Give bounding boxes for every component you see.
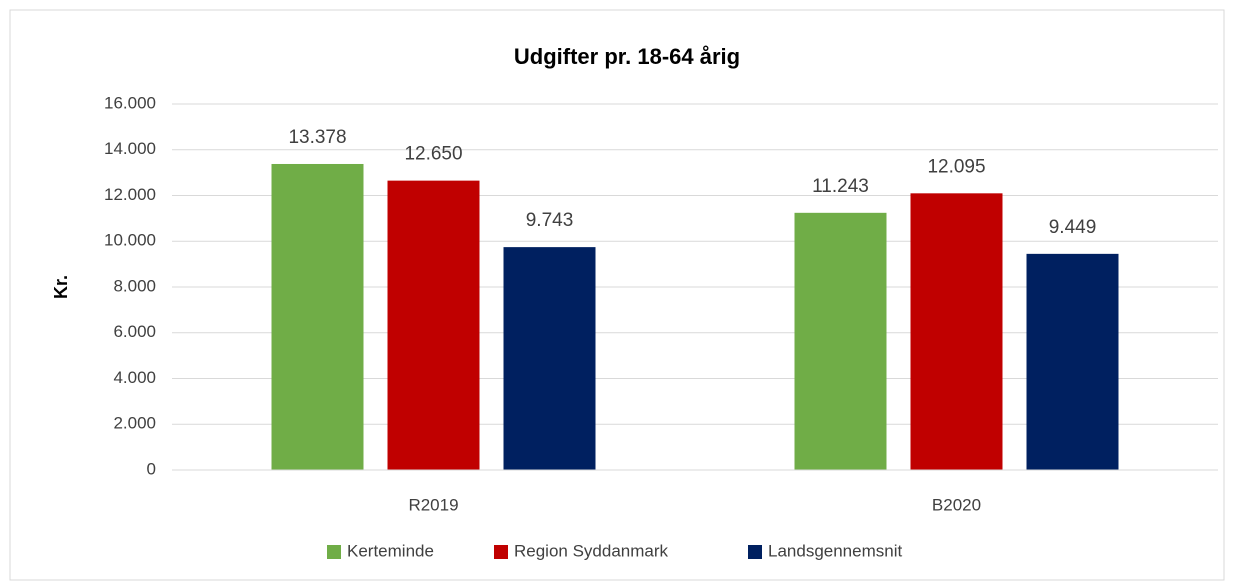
y-tick-label: 4.000 — [113, 368, 156, 387]
chart-title: Udgifter pr. 18-64 årig — [514, 44, 740, 69]
legend-label: Kerteminde — [347, 541, 434, 560]
legend-swatch — [494, 545, 508, 559]
bar — [794, 212, 887, 470]
data-label: 12.650 — [404, 144, 462, 165]
data-label: 12.095 — [927, 156, 985, 177]
y-tick-label: 16.000 — [104, 93, 156, 112]
x-tick-label: R2019 — [408, 495, 458, 514]
legend-swatch — [748, 545, 762, 559]
data-label: 9.449 — [1049, 217, 1097, 238]
y-tick-label: 0 — [147, 459, 156, 478]
y-tick-label: 6.000 — [113, 322, 156, 341]
bar — [387, 180, 480, 470]
bar — [910, 193, 1003, 470]
y-tick-label: 12.000 — [104, 185, 156, 204]
legend-swatch — [327, 545, 341, 559]
legend-label: Landsgennemsnit — [768, 541, 902, 560]
bar — [1026, 253, 1119, 470]
y-tick-label: 2.000 — [113, 414, 156, 433]
y-tick-label: 10.000 — [104, 231, 156, 250]
y-axis-label: Kr. — [51, 275, 71, 299]
data-label: 9.743 — [526, 210, 574, 231]
legend-label: Region Syddanmark — [514, 541, 669, 560]
chart-border — [9, 9, 1225, 581]
x-tick-label: B2020 — [932, 495, 981, 514]
y-tick-label: 14.000 — [104, 139, 156, 158]
bar — [503, 247, 596, 470]
data-label: 11.243 — [812, 176, 869, 197]
y-tick-label: 8.000 — [113, 276, 156, 295]
bar — [271, 163, 364, 470]
data-label: 13.378 — [288, 127, 346, 148]
